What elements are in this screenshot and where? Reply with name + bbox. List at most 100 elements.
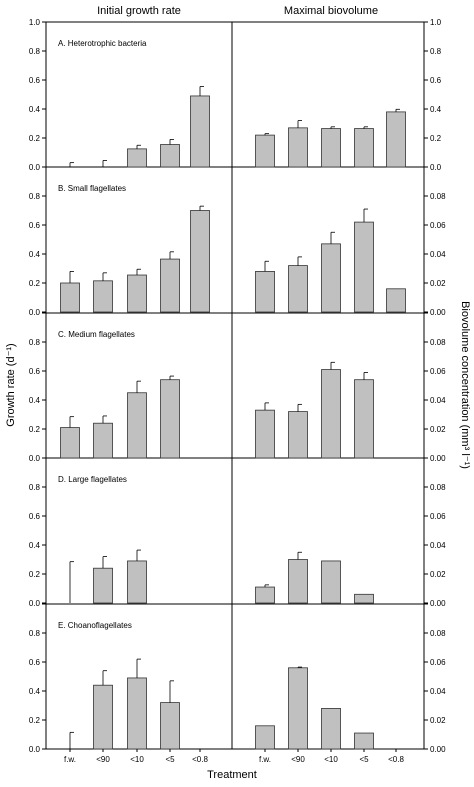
panel-d-left-tick-label: 0.4	[29, 541, 41, 550]
column-title-left: Initial growth rate	[97, 5, 181, 17]
x-tick-label-left: <10	[130, 755, 144, 764]
panel-a-right-bar	[321, 128, 341, 168]
panel-b-left-tick-label: 0.0	[29, 308, 41, 317]
panel-c-right-tick-label: 0.02	[430, 425, 446, 434]
panel-a-right-bar	[255, 134, 275, 168]
x-axis-label: Treatment	[207, 769, 257, 781]
panel-c-right-tick-label: 0.08	[430, 338, 446, 347]
x-tick-label-right: <10	[324, 755, 338, 764]
panel-e-right-tick-label: 0.00	[430, 745, 446, 754]
panel-a-left-bar	[160, 144, 180, 168]
panel-b-left-tick-label: 0.4	[29, 250, 41, 259]
panel-c-label: C. Medium flagellates	[58, 330, 135, 339]
panel-a-right-tick-label: 0.8	[430, 47, 442, 56]
panel-e-left-bar	[127, 677, 147, 750]
panel-e-right-bar	[288, 667, 308, 750]
panel-a-right-tick-label: 0.6	[430, 76, 442, 85]
panel-b-right-tick-label: 0.04	[430, 250, 446, 259]
panel-a-right-bar	[288, 127, 308, 168]
panel-e-right-bar	[255, 725, 275, 750]
panel-e-left-bar	[93, 684, 113, 750]
panel-d-right-tick-label: 0.02	[430, 570, 446, 579]
panel-c-left-tick-label: 0.6	[29, 367, 41, 376]
panel-d-right-tick-label: 0.06	[430, 512, 446, 521]
panel-e-left-tick-label: 0.6	[29, 658, 41, 667]
panel-a-left-tick-label: 0.4	[29, 105, 41, 114]
panel-b-left-tick-label: 0.6	[29, 221, 41, 230]
panel-e-left-tick-label: 0.8	[29, 629, 41, 638]
panel-b-right-bar	[386, 288, 406, 313]
x-tick-label-left: <90	[96, 755, 110, 764]
panel-e-right-tick-label: 0.08	[430, 629, 446, 638]
panel-a-right-tick-label: 0.0	[430, 163, 442, 172]
panel-a-left-tick-label: 0.0	[29, 163, 41, 172]
panel-e-left-tick-label: 0.4	[29, 687, 41, 696]
panel-c-left-tick-label: 0.8	[29, 338, 41, 347]
panel-e-right-bar	[321, 708, 341, 750]
panel-b-right-tick-label: 0.02	[430, 279, 446, 288]
panel-a-left-bar	[190, 95, 210, 168]
panel-c-left-bar	[127, 392, 147, 459]
panel-d-left-tick-label: 0.2	[29, 570, 41, 579]
panel-a-label: A. Heterotrophic bacteria	[58, 39, 147, 48]
panel-b-right-tick-label: 0.00	[430, 308, 446, 317]
panel-b-right-tick-label: 0.06	[430, 221, 446, 230]
panel-c-right-tick-label: 0.00	[430, 454, 446, 463]
panel-c-right-bar	[354, 379, 374, 459]
panel-c-left-bar	[160, 379, 180, 459]
panel-d-right-bar	[321, 560, 341, 604]
y-axis-label-left: Growth rate (d⁻¹)	[5, 343, 17, 426]
panel-a-right-tick-label: 1.0	[430, 18, 442, 27]
x-tick-label-left: f.w.	[64, 755, 76, 764]
x-tick-label-right: <0.8	[388, 755, 404, 764]
panel-a-left-tick-label: 0.6	[29, 76, 41, 85]
panel-b-right-tick-label: 0.08	[430, 192, 446, 201]
panel-e-right-bar	[354, 732, 374, 750]
panel-b-left-bar	[160, 258, 180, 313]
panel-d-label: D. Large flagellates	[58, 475, 127, 484]
panel-a-left-tick-label: 1.0	[29, 18, 41, 27]
panel-c-right-bar	[255, 409, 275, 459]
plot-frame	[45, 21, 425, 750]
panel-b-right-bar	[288, 265, 308, 313]
panel-c-right-bar	[288, 411, 308, 459]
panel-a-right-bar	[386, 111, 406, 168]
panel-d-right-bar	[288, 559, 308, 604]
column-title-right: Maximal biovolume	[284, 5, 378, 17]
panel-d-left-bar	[93, 567, 113, 604]
panel-b-left-bar	[127, 274, 147, 313]
panel-e-left-bar	[160, 702, 180, 750]
panel-c-left-tick-label: 0.2	[29, 425, 41, 434]
panel-d-right-tick-label: 0.00	[430, 599, 446, 608]
y-axis-label-right: Biovolume concentration (mm³ l⁻¹)	[459, 301, 471, 469]
panel-d-right-tick-label: 0.04	[430, 541, 446, 550]
x-tick-label-right: <5	[359, 755, 369, 764]
panel-b-right-bar	[255, 270, 275, 313]
panel-c-right-tick-label: 0.04	[430, 396, 446, 405]
panel-e-label: E. Choanoflagellates	[58, 621, 132, 630]
panel-d-right-tick-label: 0.08	[430, 483, 446, 492]
panel-e-right-tick-label: 0.02	[430, 716, 446, 725]
panel-b-left-bar	[190, 210, 210, 313]
panel-d-left-tick-label: 0.6	[29, 512, 41, 521]
panel-e-left-tick-label: 0.0	[29, 745, 41, 754]
panel-b-left-bar	[93, 280, 113, 313]
panel-a-left-tick-label: 0.2	[29, 134, 41, 143]
x-tick-label-right: f.w.	[259, 755, 271, 764]
panel-b-left-bar	[60, 282, 80, 313]
panel-c-left-tick-label: 0.4	[29, 396, 41, 405]
panel-d-right-bar	[255, 586, 275, 604]
panel-a-right-tick-label: 0.4	[430, 105, 442, 114]
panel-d-left-bar	[127, 560, 147, 604]
panel-b-right-bar	[321, 243, 341, 313]
x-tick-label-left: <0.8	[192, 755, 208, 764]
panel-b-label: B. Small flagellates	[58, 184, 126, 193]
panel-d-left-tick-label: 0.0	[29, 599, 41, 608]
panel-b-right-bar	[354, 221, 374, 313]
panel-c-right-bar	[321, 369, 341, 459]
panel-c-left-tick-label: 0.0	[29, 454, 41, 463]
panel-e-right-tick-label: 0.04	[430, 687, 446, 696]
panel-c-left-bar	[60, 427, 80, 459]
panel-a-left-tick-label: 0.8	[29, 47, 41, 56]
